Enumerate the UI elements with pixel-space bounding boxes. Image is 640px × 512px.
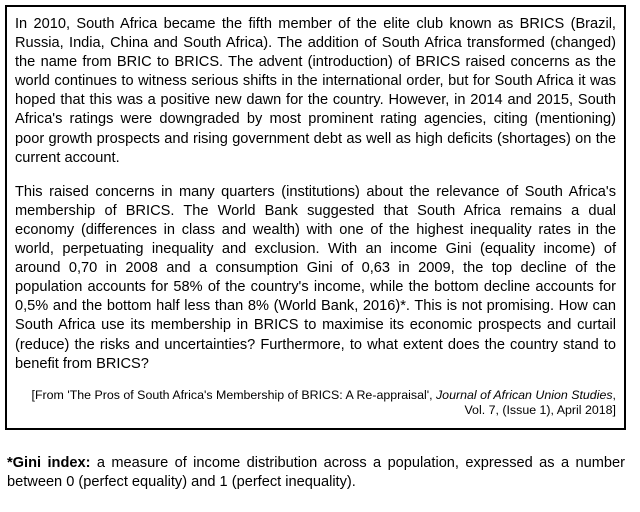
glossary-note: *Gini index: a measure of income distrib…: [7, 454, 625, 492]
glossary-definition: a measure of income distribution across …: [7, 455, 625, 491]
source-extract-box: In 2010, South Africa became the fifth m…: [5, 5, 626, 430]
source-paragraph-2: This raised concerns in many quarters (i…: [15, 183, 616, 372]
source-citation: [From 'The Pros of South Africa's Member…: [15, 388, 616, 418]
citation-prefix: [From 'The Pros of South Africa's Member…: [31, 387, 436, 402]
source-paragraph-1: In 2010, South Africa became the fifth m…: [15, 16, 616, 166]
citation-suffix: , Vol. 7, (Issue 1), April 2018]: [464, 387, 616, 417]
glossary-term: *Gini index:: [7, 455, 91, 471]
citation-journal-title: Journal of African Union Studies: [435, 387, 613, 402]
